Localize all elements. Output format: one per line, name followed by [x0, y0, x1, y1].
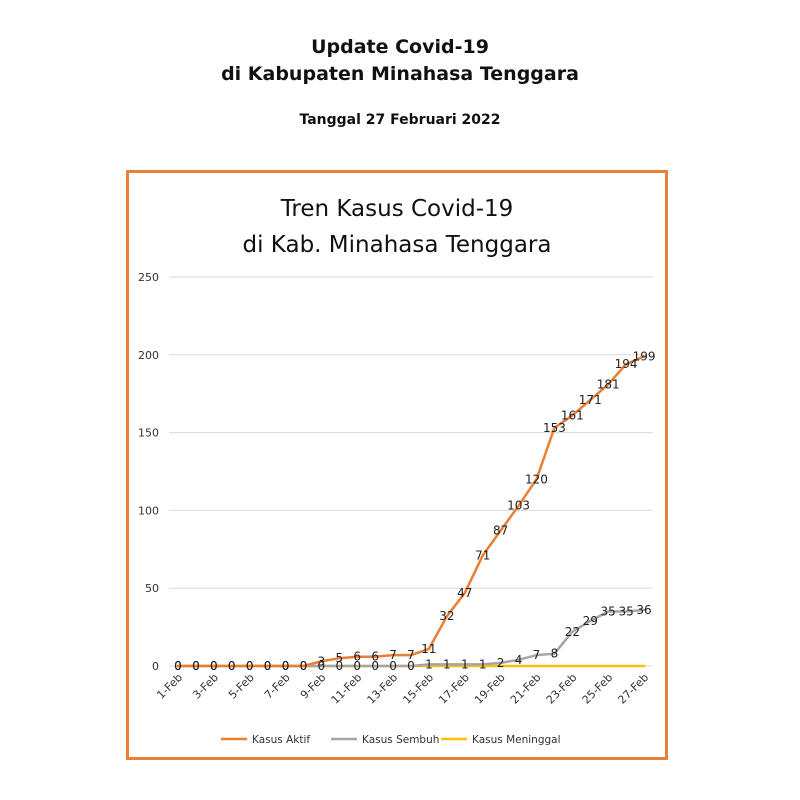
data-label: 199	[633, 349, 656, 363]
data-label: 103	[507, 499, 530, 513]
series-line-kasus-aktif	[176, 355, 646, 668]
data-label: 161	[561, 408, 584, 422]
data-label: 0	[264, 659, 272, 673]
data-label: 120	[525, 472, 548, 486]
x-tick-label: 1-Feb	[154, 671, 185, 702]
data-label: 0	[210, 659, 218, 673]
data-label: 153	[543, 421, 566, 435]
x-tick-label: 13-Feb	[365, 671, 401, 707]
data-label: 0	[174, 659, 182, 673]
data-label: 0	[335, 659, 343, 673]
data-label: 2	[497, 656, 505, 670]
data-label: 71	[475, 549, 490, 563]
report-title: Update Covid-19 di Kabupaten Minahasa Te…	[0, 34, 800, 88]
data-label: 1	[479, 657, 487, 671]
data-label: 181	[597, 377, 620, 391]
data-label: 35	[601, 605, 616, 619]
data-label: 35	[618, 605, 633, 619]
x-tick-label: 11-Feb	[329, 671, 365, 707]
data-label: 32	[439, 609, 454, 623]
data-label: 1	[461, 657, 469, 671]
data-label: 22	[565, 625, 580, 639]
data-label: 194	[615, 357, 638, 371]
report-title-line1: Update Covid-19	[311, 36, 489, 58]
x-tick-label: 27-Feb	[615, 671, 651, 707]
x-tick-label: 19-Feb	[472, 671, 508, 707]
data-label: 0	[371, 659, 379, 673]
chart-frame: Tren Kasus Covid-19 di Kab. Minahasa Ten…	[126, 170, 668, 760]
y-tick-label: 100	[138, 504, 159, 517]
x-tick-label: 21-Feb	[508, 671, 544, 707]
data-label: 0	[389, 659, 397, 673]
x-tick-label: 3-Feb	[190, 671, 221, 702]
legend-label-kasus-sembuh: Kasus Sembuh	[362, 734, 439, 746]
x-tick-label: 5-Feb	[226, 671, 257, 702]
data-label: 0	[228, 659, 236, 673]
data-label: 3	[318, 654, 326, 668]
y-tick-label: 0	[152, 660, 159, 673]
report-title-line2: di Kabupaten Minahasa Tenggara	[221, 63, 579, 85]
data-label: 0	[192, 659, 200, 673]
data-label: 5	[335, 651, 343, 665]
data-label: 0	[300, 659, 308, 673]
y-tick-label: 50	[145, 582, 159, 595]
data-label: 36	[636, 603, 651, 617]
data-label: 0	[282, 659, 290, 673]
data-label: 4	[515, 653, 523, 667]
data-label: 0	[192, 659, 200, 673]
data-label: 47	[457, 586, 472, 600]
data-label: 8	[551, 647, 559, 661]
x-tick-label: 23-Feb	[544, 671, 580, 707]
data-label: 0	[318, 659, 326, 673]
x-tick-label: 7-Feb	[262, 671, 293, 702]
data-label: 0	[282, 659, 290, 673]
data-label: 7	[533, 648, 541, 662]
data-label: 0	[264, 659, 272, 673]
y-tick-label: 250	[138, 271, 159, 284]
y-tick-label: 150	[138, 427, 159, 440]
data-label: 6	[371, 650, 379, 664]
data-label: 11	[421, 642, 436, 656]
data-label: 0	[174, 659, 182, 673]
x-tick-label: 15-Feb	[400, 671, 436, 707]
report-date: Tanggal 27 Februari 2022	[299, 112, 501, 128]
data-label: 0	[246, 659, 254, 673]
data-label: 0	[407, 659, 415, 673]
chart-title: Tren Kasus Covid-19 di Kab. Minahasa Ten…	[129, 191, 665, 263]
data-label: 0	[353, 659, 361, 673]
legend-label-kasus-aktif: Kasus Aktif	[252, 734, 310, 746]
data-label: 0	[210, 659, 218, 673]
data-label: 0	[228, 659, 236, 673]
data-label: 1	[443, 657, 451, 671]
data-label: 7	[389, 648, 397, 662]
chart-title-line2: di Kab. Minahasa Tenggara	[242, 232, 552, 258]
data-label: 7	[407, 648, 415, 662]
data-label: 87	[493, 524, 508, 538]
x-tick-label: 9-Feb	[298, 671, 329, 702]
y-tick-label: 200	[138, 349, 159, 362]
x-tick-label: 17-Feb	[436, 671, 472, 707]
data-label: 171	[579, 393, 602, 407]
x-tick-label: 25-Feb	[580, 671, 616, 707]
data-label: 29	[583, 614, 598, 628]
legend-label-kasus-meninggal: Kasus Meninggal	[472, 734, 561, 746]
data-label: 0	[300, 659, 308, 673]
chart-title-line1: Tren Kasus Covid-19	[280, 196, 514, 222]
data-label: 0	[246, 659, 254, 673]
data-label: 6	[353, 650, 361, 664]
data-label: 1	[425, 657, 433, 671]
